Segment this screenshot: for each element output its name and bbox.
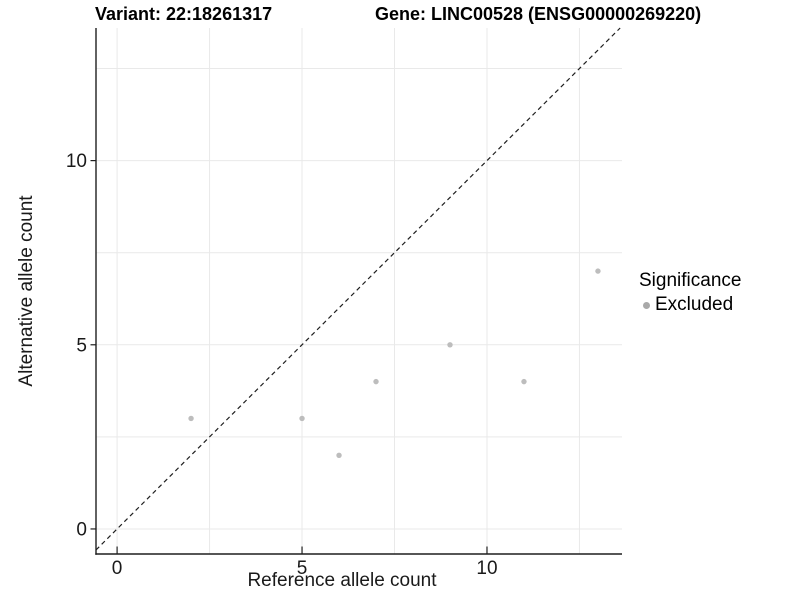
x-tick-label: 10: [476, 558, 497, 579]
variant-title: Variant: 22:18261317: [95, 4, 273, 24]
legend-title: Significance: [639, 270, 742, 291]
x-tick-label: 0: [112, 558, 123, 579]
y-tick-label: 0: [76, 519, 87, 540]
data-point: [336, 452, 342, 458]
y-axis-title: Alternative allele count: [16, 195, 37, 387]
gene-title: Gene: LINC00528 (ENSG00000269220): [375, 4, 702, 24]
y-tick-label: 10: [66, 151, 87, 172]
x-axis-title: Reference allele count: [247, 570, 437, 591]
data-point: [188, 415, 194, 422]
data-point: [373, 378, 379, 385]
y-tick-label: 5: [76, 335, 87, 356]
legend-item-excluded: Excluded: [639, 294, 741, 316]
legend: Significance Excluded: [639, 270, 741, 316]
data-point: [595, 268, 601, 274]
data-point: [447, 342, 453, 348]
data-point: [299, 415, 305, 422]
excluded-point-swatch: [643, 301, 650, 309]
data-point: [521, 378, 527, 385]
identity-dashed-line: [95, 27, 621, 551]
x-tick-label: 5: [297, 558, 308, 579]
legend-item-label: Excluded: [655, 294, 734, 315]
